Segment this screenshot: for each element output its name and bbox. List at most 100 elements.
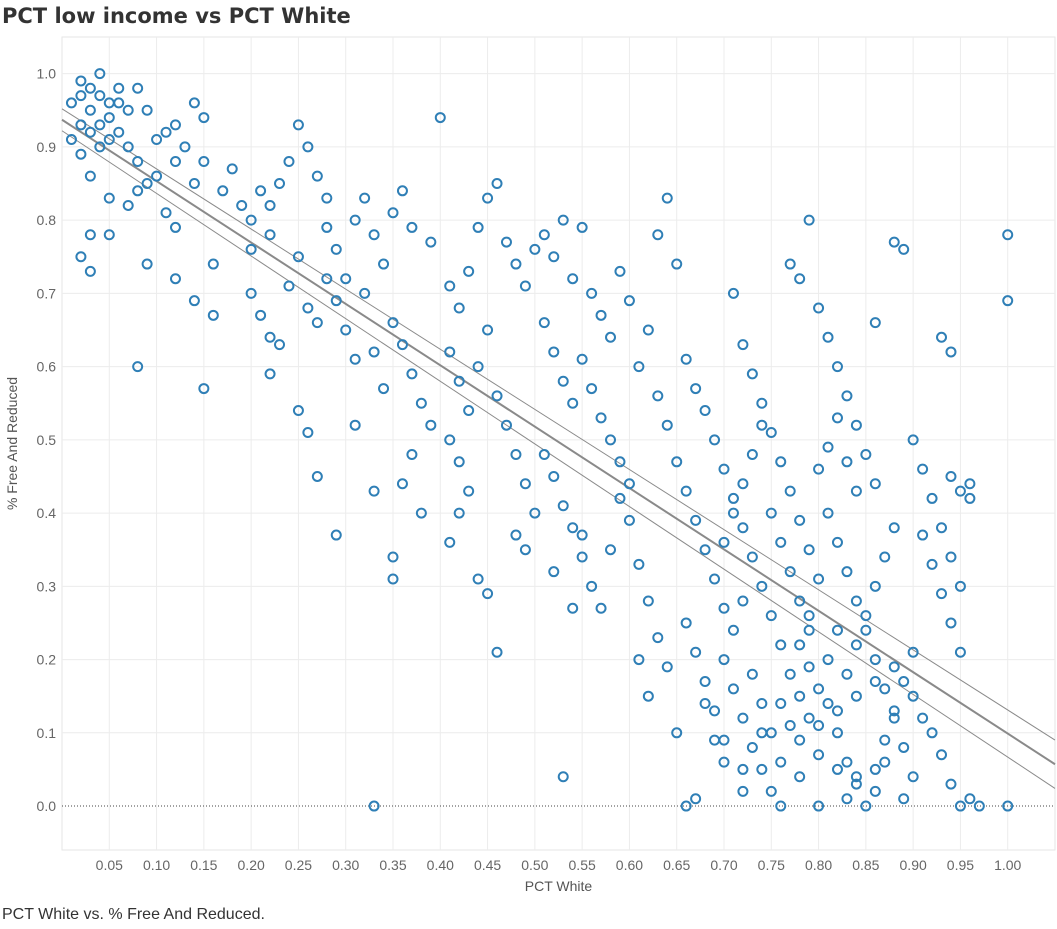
- data-point: [756, 763, 768, 775]
- data-point: [538, 229, 550, 241]
- data-point: [491, 177, 503, 189]
- chart-title: PCT low income vs PCT White: [2, 4, 351, 28]
- data-point: [321, 221, 333, 233]
- data-point: [727, 287, 739, 299]
- data-point: [141, 177, 153, 189]
- data-point: [765, 610, 777, 622]
- y-axis-ticks: 0.0 0.1 0.2 0.3 0.4 0.5 0.6 0.7 0.8 0.9 1.0: [37, 66, 57, 814]
- data-point: [595, 602, 607, 614]
- data-point: [623, 514, 635, 526]
- y-tick-label: 0.6: [37, 359, 57, 375]
- data-point: [472, 573, 484, 585]
- y-tick-label: 0.5: [37, 432, 57, 448]
- data-point: [122, 199, 134, 211]
- x-tick-label: 0.60: [616, 857, 643, 873]
- data-point: [1002, 295, 1014, 307]
- data-point: [888, 712, 900, 724]
- data-point: [784, 566, 796, 578]
- data-point: [311, 470, 323, 482]
- data-point: [718, 734, 730, 746]
- data-point: [302, 302, 314, 314]
- data-point: [709, 573, 721, 585]
- data-point: [84, 104, 96, 116]
- x-tick-label: 0.70: [710, 857, 737, 873]
- data-point: [746, 368, 758, 380]
- data-point: [803, 610, 815, 622]
- x-tick-label: 0.65: [663, 857, 690, 873]
- data-point: [330, 295, 342, 307]
- data-point: [84, 126, 96, 138]
- data-point: [813, 302, 825, 314]
- data-point: [898, 793, 910, 805]
- data-point: [321, 273, 333, 285]
- data-point: [567, 602, 579, 614]
- data-point: [65, 97, 77, 109]
- data-point: [690, 383, 702, 395]
- data-point: [396, 185, 408, 197]
- data-point: [680, 617, 692, 629]
- data-point: [94, 68, 106, 80]
- data-point: [264, 368, 276, 380]
- data-point: [169, 119, 181, 131]
- data-point: [406, 368, 418, 380]
- data-point: [765, 427, 777, 439]
- scatter-plot: 0.05 0.10 0.15 0.20 0.25 0.30 0.35 0.40 0.45 0.50…: [4, 36, 1056, 894]
- data-point: [463, 265, 475, 277]
- data-point: [888, 705, 900, 717]
- data-point: [727, 492, 739, 504]
- data-point: [765, 507, 777, 519]
- data-point: [340, 324, 352, 336]
- data-point: [850, 778, 862, 790]
- data-point: [633, 558, 645, 570]
- data-point: [727, 624, 739, 636]
- data-point: [151, 170, 163, 182]
- data-point: [869, 478, 881, 490]
- data-point: [94, 90, 106, 102]
- data-point: [869, 763, 881, 775]
- data-point: [292, 119, 304, 131]
- data-point: [822, 698, 834, 710]
- data-point: [567, 397, 579, 409]
- data-point: [850, 419, 862, 431]
- data-point: [151, 134, 163, 146]
- data-point: [898, 676, 910, 688]
- data-point: [75, 75, 87, 87]
- y-tick-label: 0.2: [37, 652, 57, 668]
- data-point: [784, 485, 796, 497]
- data-point: [264, 229, 276, 241]
- data-point: [453, 375, 465, 387]
- data-point: [84, 229, 96, 241]
- data-point: [359, 192, 371, 204]
- data-point: [879, 683, 891, 695]
- data-point: [954, 580, 966, 592]
- data-point: [841, 668, 853, 680]
- data-point: [888, 236, 900, 248]
- data-point: [434, 112, 446, 124]
- data-point: [453, 456, 465, 468]
- data-point: [169, 221, 181, 233]
- data-point: [813, 573, 825, 585]
- data-point: [746, 448, 758, 460]
- data-point: [709, 434, 721, 446]
- data-point: [84, 265, 96, 277]
- data-point: [917, 529, 929, 541]
- data-point: [850, 485, 862, 497]
- data-point: [529, 507, 541, 519]
- trend-line-group: [61, 108, 1056, 789]
- trend-band-upper: [61, 108, 1056, 741]
- data-point: [860, 448, 872, 460]
- data-point: [869, 317, 881, 329]
- data-point: [387, 207, 399, 219]
- data-point: [396, 339, 408, 351]
- data-point: [169, 273, 181, 285]
- data-point: [869, 785, 881, 797]
- data-point: [642, 690, 654, 702]
- data-point: [519, 280, 531, 292]
- data-point: [614, 456, 626, 468]
- x-tick-label: 0.30: [332, 857, 359, 873]
- y-tick-label: 1.0: [37, 66, 57, 82]
- data-point: [652, 632, 664, 644]
- data-point: [813, 749, 825, 761]
- data-point: [94, 141, 106, 153]
- x-tick-label: 0.05: [96, 857, 123, 873]
